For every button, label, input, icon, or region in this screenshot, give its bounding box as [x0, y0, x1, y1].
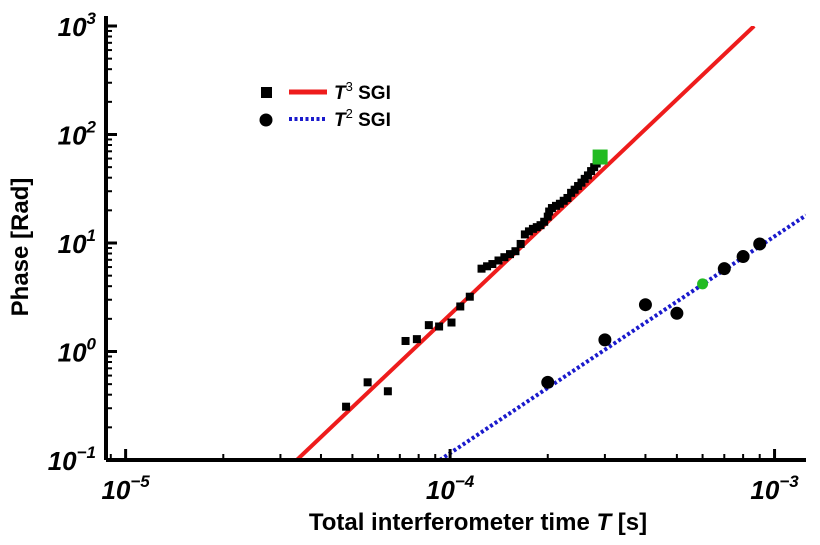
t3-data-point-17	[516, 239, 525, 248]
legend-label-t2: T2 SGI	[334, 106, 391, 131]
y-tick-label: 100	[58, 335, 97, 368]
legend-label-t3: T3 SGI	[334, 79, 391, 104]
t3-data-point-4	[412, 335, 421, 344]
t2-data-point-4	[717, 262, 731, 276]
t3-data-point-6	[435, 322, 444, 331]
t2-data-point-2	[638, 298, 652, 312]
y-tick-label: 10−1	[48, 443, 96, 476]
t3-data-point-30	[563, 193, 572, 202]
highlight-circle-1	[697, 278, 709, 290]
fit-line-t3	[295, 26, 756, 460]
y-axis-title: Phase [Rad]	[7, 178, 34, 317]
data-points	[342, 149, 767, 411]
t3-data-point-36	[583, 171, 592, 180]
tick-labels: 10−1 100 101 102 103 10−5 10−4 10−3	[48, 9, 800, 505]
axes	[104, 16, 806, 462]
x-axis-title: Total interferometer time T [s]	[309, 509, 647, 536]
y-tick-label: 103	[58, 9, 97, 42]
highlight-square-0	[592, 149, 608, 165]
t3-data-point-9	[465, 292, 474, 301]
t3-data-point-24	[543, 212, 552, 221]
t3-data-point-13	[494, 256, 503, 265]
fit-line-t2	[438, 213, 806, 460]
t3-data-point-23	[540, 217, 549, 226]
t3-data-point-3	[401, 336, 410, 345]
t3-data-point-11	[483, 262, 492, 271]
y-tick-label: 102	[58, 118, 97, 151]
t2-data-point-6	[753, 237, 767, 251]
t2-data-point-0	[541, 375, 555, 389]
t2-data-point-1	[598, 333, 612, 347]
t3-data-point-10	[477, 264, 486, 273]
t2-data-point-3	[670, 306, 684, 320]
y-tick-label: 101	[58, 226, 96, 259]
t3-data-point-16	[511, 247, 520, 256]
t3-data-point-18	[520, 230, 529, 239]
x-tick-label: 10−4	[426, 472, 475, 505]
fit-lines	[295, 26, 806, 460]
t3-data-point-8	[456, 302, 465, 311]
t3-data-point-1	[363, 378, 372, 387]
t3-data-point-14	[500, 253, 509, 262]
legend-square-marker	[261, 87, 272, 98]
t2-data-point-5	[736, 250, 750, 264]
legend-circle-marker	[259, 113, 273, 127]
x-tick-label: 10−5	[101, 472, 150, 505]
t3-data-point-15	[506, 250, 515, 259]
t3-data-point-12	[488, 260, 497, 269]
t3-data-point-0	[342, 402, 351, 411]
t3-data-point-5	[424, 321, 433, 330]
x-tick-label: 10−3	[750, 472, 799, 505]
t3-data-point-26	[547, 204, 556, 213]
t3-data-point-2	[383, 387, 392, 396]
t3-data-point-7	[447, 318, 456, 327]
